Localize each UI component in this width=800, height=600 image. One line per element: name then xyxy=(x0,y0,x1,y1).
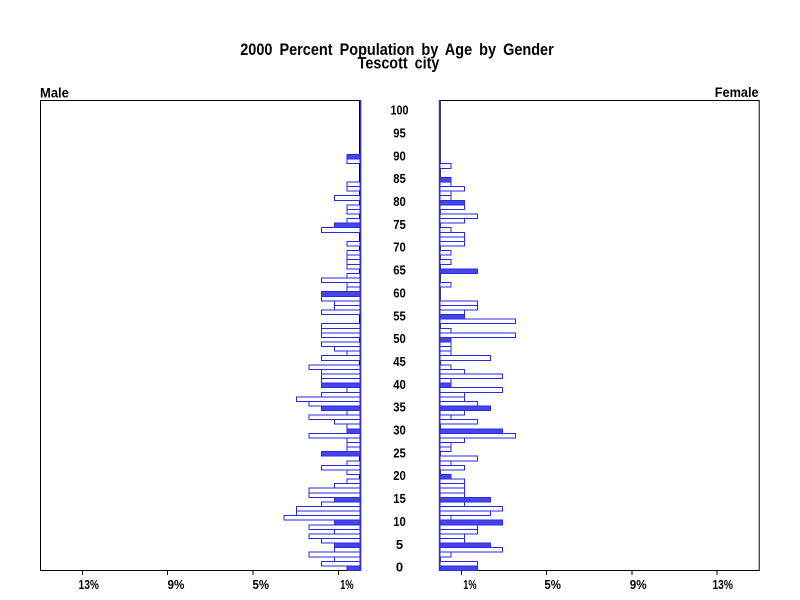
svg-text:20: 20 xyxy=(393,468,406,483)
svg-text:60: 60 xyxy=(393,286,406,301)
svg-text:45: 45 xyxy=(393,354,406,369)
svg-text:13%: 13% xyxy=(79,579,99,592)
svg-text:2000 Percent Population by Age: 2000 Percent Population by Age by Gender xyxy=(240,41,554,59)
svg-text:Male: Male xyxy=(40,85,69,101)
svg-text:13%: 13% xyxy=(712,579,732,592)
svg-text:1%: 1% xyxy=(340,579,353,593)
svg-text:55: 55 xyxy=(393,309,406,324)
svg-text:15: 15 xyxy=(393,491,406,506)
svg-text:10: 10 xyxy=(393,514,406,529)
svg-text:65: 65 xyxy=(393,263,406,278)
svg-text:70: 70 xyxy=(393,240,406,255)
svg-text:50: 50 xyxy=(393,331,406,346)
svg-text:100: 100 xyxy=(391,103,409,118)
svg-text:40: 40 xyxy=(393,377,406,392)
svg-text:5%: 5% xyxy=(252,577,269,592)
svg-text:Female: Female xyxy=(715,84,759,100)
svg-text:95: 95 xyxy=(393,126,406,141)
svg-text:0: 0 xyxy=(396,560,403,575)
svg-text:9%: 9% xyxy=(630,578,647,592)
svg-text:1%: 1% xyxy=(463,579,476,593)
svg-text:90: 90 xyxy=(393,149,406,164)
svg-text:75: 75 xyxy=(393,217,406,232)
svg-text:80: 80 xyxy=(393,194,406,209)
svg-text:85: 85 xyxy=(393,171,406,186)
svg-text:5: 5 xyxy=(396,537,403,552)
svg-text:9%: 9% xyxy=(168,578,185,592)
svg-text:30: 30 xyxy=(393,423,406,438)
svg-text:5%: 5% xyxy=(544,577,561,592)
svg-text:Tescott city: Tescott city xyxy=(358,54,440,72)
svg-text:25: 25 xyxy=(393,446,406,461)
svg-text:35: 35 xyxy=(393,400,406,415)
